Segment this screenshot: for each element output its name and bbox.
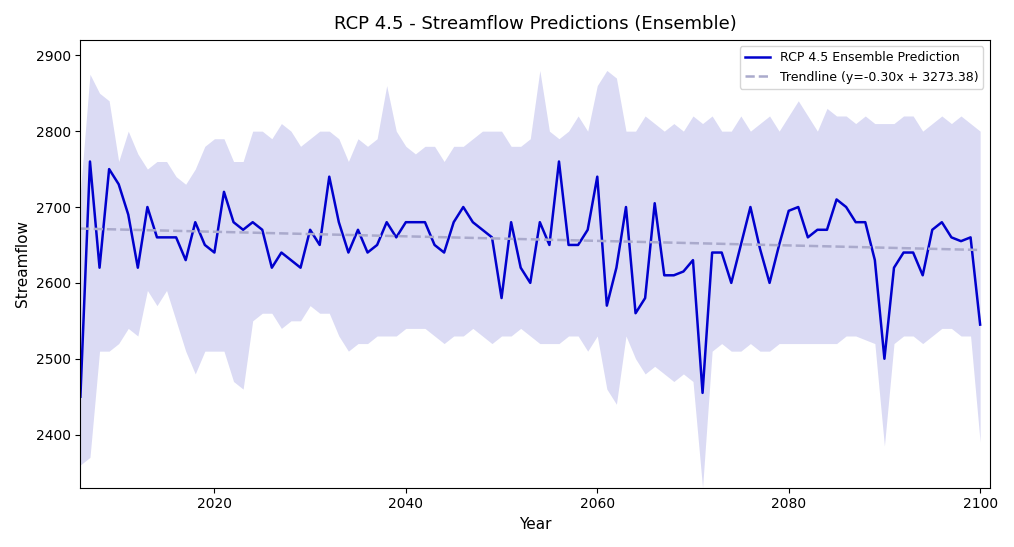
Y-axis label: Streamflow: Streamflow bbox=[15, 220, 30, 307]
RCP 4.5 Ensemble Prediction bbox=[84, 158, 96, 165]
X-axis label: Year: Year bbox=[519, 517, 552, 532]
Legend: RCP 4.5 Ensemble Prediction, Trendline (y=-0.30x + 3273.38): RCP 4.5 Ensemble Prediction, Trendline (… bbox=[740, 46, 984, 89]
RCP 4.5 Ensemble Prediction bbox=[716, 249, 728, 256]
RCP 4.5 Ensemble Prediction bbox=[74, 393, 86, 400]
RCP 4.5 Ensemble Prediction bbox=[744, 203, 756, 210]
RCP 4.5 Ensemble Prediction bbox=[974, 321, 987, 328]
Title: RCP 4.5 - Streamflow Predictions (Ensemble): RCP 4.5 - Streamflow Predictions (Ensemb… bbox=[334, 15, 736, 33]
RCP 4.5 Ensemble Prediction bbox=[246, 219, 259, 225]
RCP 4.5 Ensemble Prediction bbox=[697, 389, 709, 396]
RCP 4.5 Ensemble Prediction bbox=[122, 211, 134, 218]
Line: RCP 4.5 Ensemble Prediction: RCP 4.5 Ensemble Prediction bbox=[80, 161, 981, 397]
RCP 4.5 Ensemble Prediction bbox=[753, 246, 766, 252]
